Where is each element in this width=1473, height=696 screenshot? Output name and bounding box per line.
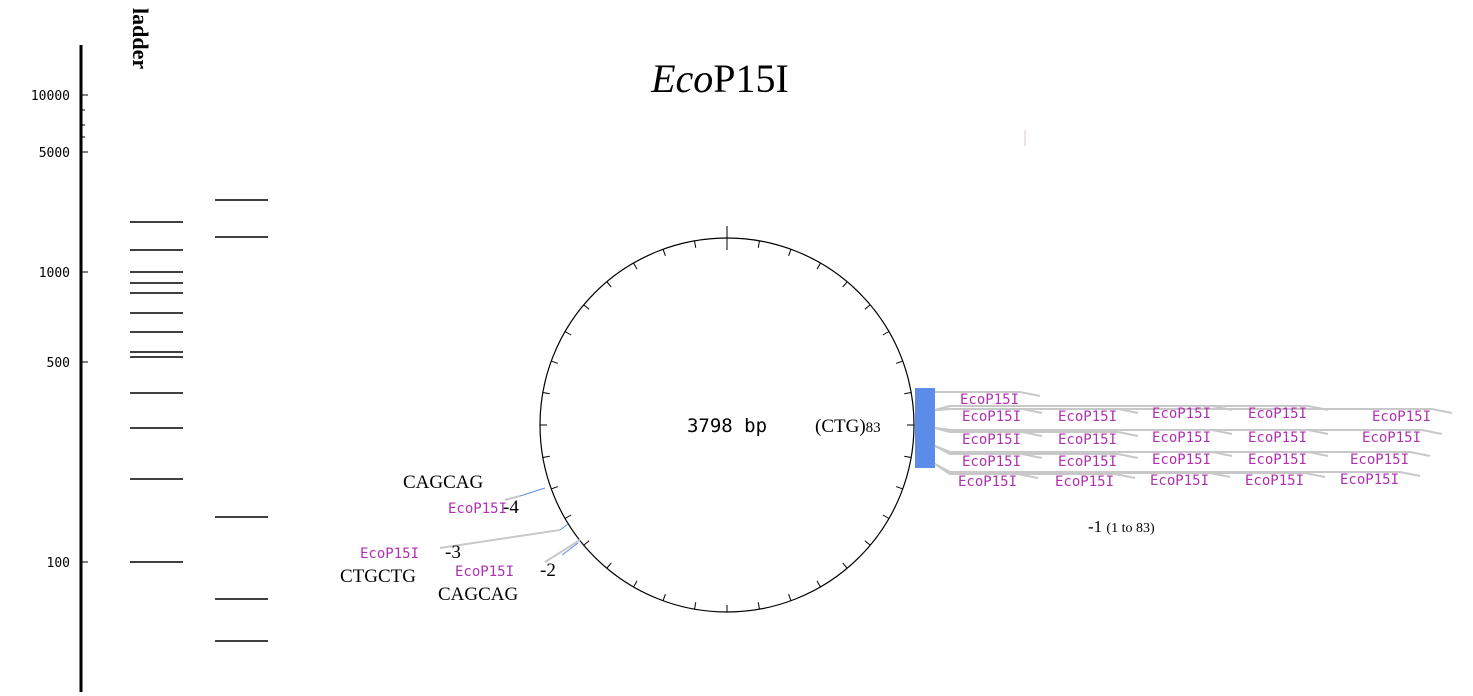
plasmid-tick [606, 281, 612, 288]
repeat-count: 83 [866, 420, 881, 436]
connector [934, 427, 1443, 435]
plasmid-tick [864, 304, 871, 310]
enzyme-label: EcoP15I [1372, 409, 1431, 425]
site-label: EcoP15I [455, 564, 514, 580]
plasmid-size: 3798 bp [687, 415, 767, 437]
enzyme-label: EcoP15I [1340, 472, 1399, 488]
site-sequence: CAGCAG [438, 584, 519, 605]
plasmid-tick [842, 562, 848, 569]
plasmid-tick [816, 262, 821, 270]
enzyme-label: EcoP15I [1150, 473, 1209, 489]
plasmid-tick [662, 593, 666, 601]
tick-label: 1000 [39, 266, 70, 281]
connectors [934, 391, 1453, 479]
enzyme-label: EcoP15I [1248, 452, 1307, 468]
tick-label: 5000 [39, 146, 70, 161]
plasmid-tick [904, 455, 912, 458]
plasmid-tick [633, 580, 638, 588]
plasmid-tick [757, 602, 760, 610]
enzyme-label: EcoP15I [1058, 454, 1117, 470]
plasmid-tick [895, 360, 903, 364]
plasmid-tick [583, 304, 590, 310]
plasmid-tick [842, 281, 848, 288]
plasmid-tick [788, 593, 792, 601]
enzyme-label: EcoP15I [1362, 430, 1421, 446]
plasmid-tick [551, 486, 559, 490]
enzyme-label: EcoP15I [962, 454, 1021, 470]
enzyme-label: EcoP15I [1152, 430, 1211, 446]
plasmid-tick [606, 562, 612, 569]
left-connectors [439, 487, 581, 563]
title-roman: P15I [713, 56, 789, 101]
plasmid-tick [904, 392, 912, 395]
enzyme-label: EcoP15I [1248, 406, 1307, 422]
plasmid-ticks [540, 226, 914, 612]
connector [934, 408, 1453, 414]
site-sequence: CAGCAG [403, 472, 484, 493]
enzyme-label: EcoP15I [962, 409, 1021, 425]
enzyme-label: EcoP15I [1248, 430, 1307, 446]
site-label: EcoP15I [448, 501, 507, 517]
cluster-index-num: -1 [1088, 517, 1102, 536]
enzyme-label: EcoP15I [1058, 409, 1117, 425]
enzyme-label: EcoP15I [1055, 474, 1114, 490]
site-index: -2 [540, 560, 556, 581]
ladder-ticks [81, 94, 88, 563]
tick-label: 100 [47, 556, 70, 571]
cluster-range: (1 to 83) [1106, 521, 1155, 536]
enzyme-label: EcoP15I [958, 474, 1017, 490]
enzyme-label: EcoP15I [1350, 452, 1409, 468]
connector [934, 463, 1421, 477]
plasmid-tick [757, 240, 760, 248]
plasmid-tick [551, 360, 559, 364]
plasmid-tick [895, 486, 903, 490]
enzyme-label: EcoP15I [962, 432, 1021, 448]
tick-label: 10000 [31, 89, 70, 104]
enzyme-label: EcoP15I [1152, 452, 1211, 468]
repeat-unit: (CTG) [815, 416, 866, 437]
repeat: (CTG)83 [815, 416, 881, 437]
site-label: EcoP15I [360, 546, 419, 562]
enzyme-label: EcoP15I [960, 392, 1019, 408]
plasmid-tick [882, 331, 890, 336]
plasmid-tick [694, 240, 697, 248]
enzyme-label: EcoP15I [1152, 406, 1211, 422]
plasmid-tick [542, 392, 550, 395]
site-index: -4 [503, 497, 519, 518]
plasmid-tick [633, 262, 638, 270]
connector [934, 445, 1431, 457]
site-sequence: CTGCTG [340, 566, 416, 587]
tick-label: 500 [47, 356, 70, 371]
plasmid-tick [583, 540, 590, 546]
plasmid-tick [882, 514, 890, 519]
title: EcoP15I [650, 56, 789, 101]
title-italic: Eco [650, 56, 713, 101]
plasmid-tick [564, 331, 572, 336]
enzyme-label: EcoP15I [1058, 432, 1117, 448]
enzyme-label: EcoP15I [1245, 473, 1304, 489]
site-index: -3 [445, 542, 461, 563]
sample-bands [215, 199, 268, 642]
cluster-index: -1 (1 to 83) [1088, 517, 1155, 536]
repeat-region [915, 388, 935, 468]
plasmid-tick [694, 602, 697, 610]
plasmid-tick [662, 249, 666, 257]
plasmid-tick [788, 249, 792, 257]
plasmid-tick [816, 580, 821, 588]
ladder-label: ladder [128, 8, 153, 69]
plasmid-tick [564, 514, 572, 519]
plasmid-tick [864, 540, 871, 546]
connector [935, 391, 1041, 397]
ladder-bands [130, 221, 183, 563]
plasmid-tick [542, 455, 550, 458]
